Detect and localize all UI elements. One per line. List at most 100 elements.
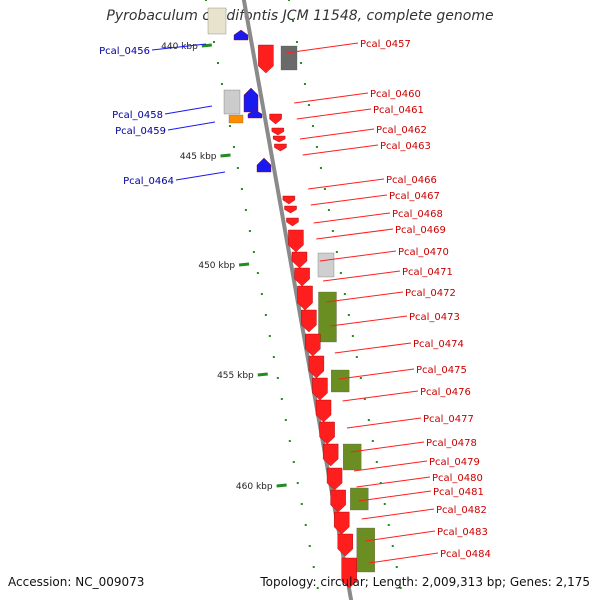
gene-leader-line — [310, 194, 388, 206]
gene-leader-line — [175, 171, 226, 181]
gene-label-reverse: Pcal_0464 — [123, 176, 174, 187]
gene-leader-line — [358, 490, 432, 502]
forward-gene-arrow — [272, 135, 286, 143]
forward-gene-arrow — [330, 489, 346, 513]
genome-summary: Topology: circular; Length: 2,009,313 bp… — [260, 575, 590, 589]
feature-block — [317, 252, 335, 278]
gene-leader-line — [323, 270, 401, 282]
forward-gene-arrow — [271, 127, 285, 136]
forward-gene-arrow — [294, 267, 310, 287]
gene-label-forward: Pcal_0461 — [373, 105, 424, 116]
gene-leader-line — [342, 390, 419, 402]
gene-label-forward: Pcal_0483 — [437, 527, 488, 538]
forward-gene-arrow — [297, 285, 313, 311]
gene-label-forward: Pcal_0480 — [432, 473, 483, 484]
gene-leader-line — [296, 108, 372, 120]
forward-gene-arrow — [282, 195, 296, 205]
gene-label-forward: Pcal_0460 — [370, 89, 421, 100]
forward-gene-arrow — [274, 143, 287, 152]
gene-label-reverse: Pcal_0459 — [115, 126, 166, 137]
reverse-gene-arrow — [247, 109, 263, 119]
gene-leader-line — [294, 92, 369, 104]
gene-leader-line — [350, 441, 425, 453]
scale-label: 455 kbp — [217, 371, 254, 381]
forward-gene-arrow — [284, 205, 297, 214]
gene-label-forward: Pcal_0475 — [416, 365, 467, 376]
forward-gene-arrow — [288, 229, 304, 253]
gene-leader-line — [361, 508, 435, 520]
gene-label-forward: Pcal_0468 — [392, 209, 443, 220]
forward-gene-arrow — [305, 333, 321, 357]
forward-gene-arrow — [301, 309, 317, 333]
gene-label-forward: Pcal_0476 — [420, 387, 471, 398]
gene-label-forward: Pcal_0469 — [395, 225, 446, 236]
accession-text: Accession: NC_009073 — [8, 575, 145, 589]
forward-gene-arrow — [291, 251, 308, 269]
scale-label: 460 kbp — [236, 482, 273, 492]
feature-block — [228, 114, 244, 124]
scale-tick — [220, 153, 231, 158]
forward-gene-arrow — [286, 217, 299, 227]
gene-leader-line — [326, 291, 404, 303]
gene-leader-line — [334, 342, 412, 354]
gene-label-forward: Pcal_0463 — [380, 141, 431, 152]
gene-leader-line — [353, 460, 428, 472]
gene-leader-line — [302, 144, 379, 156]
feature-block — [330, 369, 350, 393]
gene-label-forward: Pcal_0470 — [398, 247, 449, 258]
map-title: Pyrobaculum calidifontis JCM 11548, comp… — [106, 8, 494, 24]
feature-block — [350, 487, 369, 511]
forward-gene-arrow — [319, 421, 335, 445]
feature-block — [280, 45, 298, 71]
gene-label-forward: Pcal_0482 — [436, 505, 487, 516]
reverse-gene-arrow — [233, 29, 249, 41]
forward-gene-arrow — [337, 533, 353, 557]
gene-label-forward: Pcal_0471 — [402, 267, 453, 278]
gene-label-forward: Pcal_0479 — [429, 457, 480, 468]
scale-label: 445 kbp — [180, 152, 217, 162]
forward-gene-arrow — [322, 443, 339, 467]
gene-leader-line — [368, 552, 439, 564]
gene-leader-line — [356, 476, 431, 488]
feature-block — [318, 291, 337, 343]
forward-gene-arrow — [326, 467, 343, 491]
gene-leader-line — [313, 212, 391, 224]
gene-label-forward: Pcal_0472 — [405, 288, 456, 299]
gene-label-reverse: Pcal_0458 — [112, 110, 163, 121]
gene-leader-line — [316, 228, 394, 240]
forward-gene-arrow — [308, 355, 325, 379]
gene-label-reverse: Pcal_0456 — [99, 46, 150, 57]
scale-label: 450 kbp — [198, 261, 235, 271]
gene-leader-line — [346, 417, 422, 429]
forward-gene-arrow — [315, 399, 332, 423]
gene-leader-line — [299, 128, 375, 140]
gene-label-forward: Pcal_0473 — [409, 312, 460, 323]
gene-label-forward: Pcal_0481 — [433, 487, 484, 498]
gene-leader-line — [330, 315, 408, 327]
reverse-gene-arrow — [243, 87, 259, 113]
forward-gene-arrow — [312, 377, 328, 401]
scale-tick — [257, 372, 268, 377]
forward-gene-arrow — [269, 113, 282, 125]
gene-leader-line — [167, 121, 216, 131]
gene-leader-line — [308, 178, 385, 190]
gene-label-forward: Pcal_0477 — [423, 414, 474, 425]
feature-block — [343, 443, 362, 471]
gene-leader-line — [151, 43, 207, 51]
gene-leader-line — [365, 530, 436, 542]
gene-label-forward: Pcal_0462 — [376, 125, 427, 136]
forward-gene-arrow — [258, 44, 274, 74]
forward-gene-arrow — [341, 557, 357, 589]
gene-label-forward: Pcal_0457 — [360, 39, 411, 50]
gene-label-forward: Pcal_0474 — [413, 339, 464, 350]
gene-label-forward: Pcal_0466 — [386, 175, 437, 186]
scale-tick — [238, 262, 250, 267]
gene-leader-line — [338, 368, 415, 380]
gene-leader-line — [319, 250, 397, 262]
reverse-gene-arrow — [256, 157, 272, 173]
gene-label-forward: Pcal_0484 — [440, 549, 491, 560]
feature-block — [207, 7, 227, 35]
gene-leader-line — [164, 105, 213, 115]
feature-block — [356, 527, 375, 573]
